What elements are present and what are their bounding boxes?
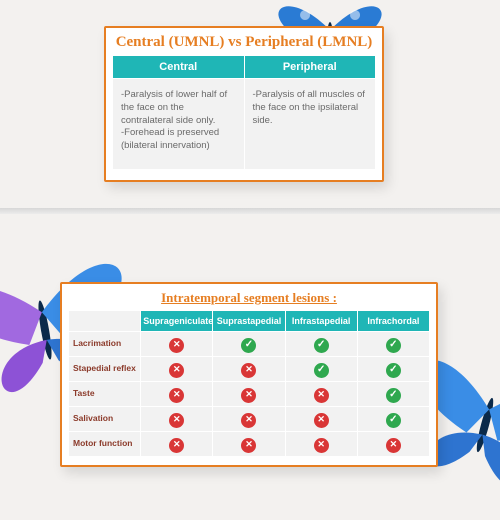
- corner-cell: [69, 311, 141, 332]
- col-suprastapedial: Suprastapedial: [213, 311, 285, 332]
- mark-cell: [141, 407, 213, 432]
- mark-cell: [357, 332, 429, 357]
- cell-central: -Paralysis of lower half of the face on …: [113, 79, 245, 170]
- col-suprageniculate: Suprageniculate: [141, 311, 213, 332]
- check-icon: [386, 363, 401, 378]
- mark-cell: [285, 382, 357, 407]
- cross-icon: [169, 338, 184, 353]
- comparison-card: Central (UMNL) vs Peripheral (LMNL) Cent…: [104, 26, 384, 182]
- cross-icon: [314, 438, 329, 453]
- col-header-central: Central: [113, 56, 245, 79]
- cross-icon: [241, 363, 256, 378]
- table-row: Motor function: [69, 432, 430, 457]
- mark-cell: [357, 357, 429, 382]
- row-label: Motor function: [69, 432, 141, 457]
- cross-icon: [169, 438, 184, 453]
- comparison-table: Central Peripheral -Paralysis of lower h…: [112, 55, 376, 170]
- table-row: Lacrimation: [69, 332, 430, 357]
- table-row: Salivation: [69, 407, 430, 432]
- mark-cell: [285, 407, 357, 432]
- table-row: Taste: [69, 382, 430, 407]
- mark-cell: [357, 407, 429, 432]
- mark-cell: [213, 382, 285, 407]
- lesions-table: Suprageniculate Suprastapedial Infrastap…: [68, 310, 430, 457]
- cross-icon: [169, 388, 184, 403]
- row-label: Stapedial reflex: [69, 357, 141, 382]
- check-icon: [386, 388, 401, 403]
- row-label: Taste: [69, 382, 141, 407]
- cross-icon: [241, 388, 256, 403]
- cross-icon: [169, 413, 184, 428]
- row-label: Lacrimation: [69, 332, 141, 357]
- col-infrachordal: Infrachordal: [357, 311, 429, 332]
- mark-cell: [141, 382, 213, 407]
- mark-cell: [213, 357, 285, 382]
- cross-icon: [314, 388, 329, 403]
- mark-cell: [357, 382, 429, 407]
- cross-icon: [169, 363, 184, 378]
- col-infrastapedial: Infrastapedial: [285, 311, 357, 332]
- mark-cell: [285, 332, 357, 357]
- lesions-card: Intratemporal segment lesions : Supragen…: [60, 282, 438, 467]
- table-row: Stapedial reflex: [69, 357, 430, 382]
- check-icon: [314, 338, 329, 353]
- mark-cell: [213, 432, 285, 457]
- mark-cell: [285, 357, 357, 382]
- mark-cell: [141, 432, 213, 457]
- cross-icon: [386, 438, 401, 453]
- mark-cell: [213, 407, 285, 432]
- lesions-title: Intratemporal segment lesions :: [68, 290, 430, 306]
- mark-cell: [213, 332, 285, 357]
- mark-cell: [357, 432, 429, 457]
- cross-icon: [241, 438, 256, 453]
- mark-cell: [141, 357, 213, 382]
- check-icon: [386, 413, 401, 428]
- cell-peripheral: -Paralysis of all muscles of the face on…: [244, 79, 376, 170]
- mark-cell: [285, 432, 357, 457]
- comparison-title: Central (UMNL) vs Peripheral (LMNL): [112, 34, 376, 51]
- check-icon: [241, 338, 256, 353]
- row-label: Salivation: [69, 407, 141, 432]
- check-icon: [314, 363, 329, 378]
- check-icon: [386, 338, 401, 353]
- cross-icon: [241, 413, 256, 428]
- cross-icon: [314, 413, 329, 428]
- page-divider: [0, 208, 500, 214]
- mark-cell: [141, 332, 213, 357]
- col-header-peripheral: Peripheral: [244, 56, 376, 79]
